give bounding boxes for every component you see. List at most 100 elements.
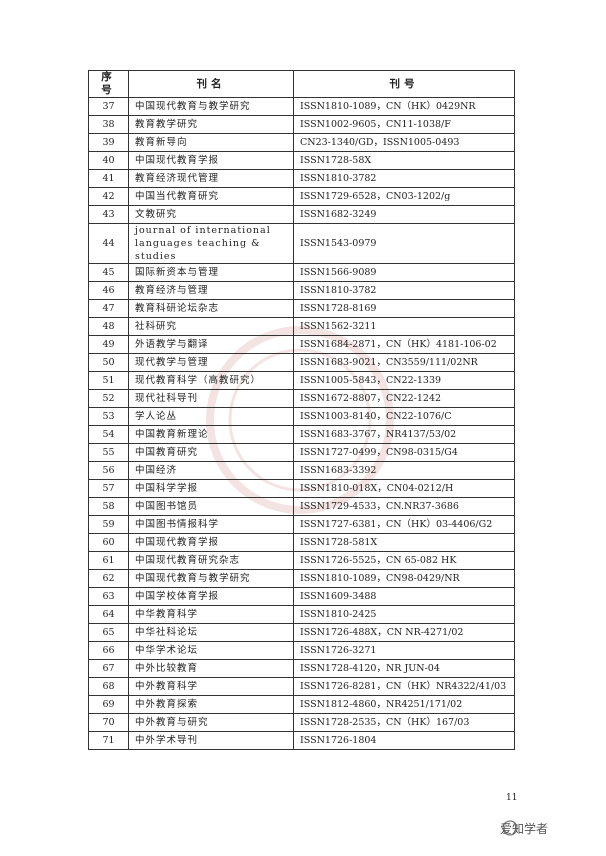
issn-cell: ISSN1005-5843，CN22-1339 bbox=[293, 371, 515, 390]
table-row: 65 中华社科论坛 ISSN1726-488X，CN NR-4271/02 bbox=[88, 623, 515, 642]
table-row: 43 文教研究 ISSN1682-3249 bbox=[88, 205, 515, 224]
header-cell: 刊号 bbox=[293, 70, 515, 98]
issn-cell: ISSN1812-4860，NR4251/171/02 bbox=[293, 695, 515, 714]
num-cell: 50 bbox=[88, 353, 129, 372]
name-cell: journal of international languages teach… bbox=[128, 223, 294, 264]
issn-cell: ISSN1810-3782 bbox=[293, 169, 515, 188]
num-cell: 39 bbox=[88, 133, 129, 152]
issn-cell: ISSN1672-8807，CN22-1242 bbox=[293, 389, 515, 408]
num-cell: 44 bbox=[88, 223, 129, 264]
num-cell: 59 bbox=[88, 515, 129, 534]
table-row: 38 教育教学研究 ISSN1002-9605，CN11-1038/F bbox=[88, 115, 515, 134]
issn-cell: ISSN1683-3767，NR4137/53/02 bbox=[293, 425, 515, 444]
name-cell: 中国教育新理论 bbox=[128, 425, 294, 444]
name-cell: 文教研究 bbox=[128, 205, 294, 224]
table-row: 41 教育经济现代管理 ISSN1810-3782 bbox=[88, 169, 515, 188]
name-cell: 中外学术导刊 bbox=[128, 731, 294, 750]
table-row: 51 现代教育科学（高教研究） ISSN1005-5843，CN22-1339 bbox=[88, 371, 515, 390]
table-row: 48 社科研究 ISSN1562-3211 bbox=[88, 317, 515, 336]
num-cell: 58 bbox=[88, 497, 129, 516]
name-cell: 中华教育科学 bbox=[128, 605, 294, 624]
table-row: 63 中国学校体育学报 ISSN1609-3488 bbox=[88, 587, 515, 606]
table-row: 58 中国图书馆员 ISSN1729-4533，CN.NR37-3686 bbox=[88, 497, 515, 516]
header-cell: 刊名 bbox=[128, 70, 294, 98]
name-cell: 中国现代教育与教学研究 bbox=[128, 569, 294, 588]
num-cell: 37 bbox=[88, 97, 129, 116]
num-cell: 56 bbox=[88, 461, 129, 480]
issn-cell: CN23-1340/GD，ISSN1005-0493 bbox=[293, 133, 515, 152]
table-row: 44 journal of international languages tea… bbox=[88, 223, 515, 264]
num-cell: 48 bbox=[88, 317, 129, 336]
name-cell: 现代教学与管理 bbox=[128, 353, 294, 372]
table-row: 47 教育科研论坛杂志 ISSN1728-8169 bbox=[88, 299, 515, 318]
issn-cell: ISSN1728-8169 bbox=[293, 299, 515, 318]
num-cell: 42 bbox=[88, 187, 129, 206]
num-cell: 67 bbox=[88, 659, 129, 678]
issn-cell: ISSN1728-581X bbox=[293, 533, 515, 552]
name-cell: 现代教育科学（高教研究） bbox=[128, 371, 294, 390]
num-cell: 61 bbox=[88, 551, 129, 570]
issn-cell: ISSN1683-3392 bbox=[293, 461, 515, 480]
name-cell: 中国现代教育学报 bbox=[128, 151, 294, 170]
num-cell: 53 bbox=[88, 407, 129, 426]
table-row: 59 中国图书情报科学 ISSN1727-6381，CN（HK）03-4406/G2 bbox=[88, 515, 515, 534]
table-row: 62 中国现代教育与教学研究 ISSN1810-1089，CN98-0429/NR bbox=[88, 569, 515, 588]
table-row: 54 中国教育新理论 ISSN1683-3767，NR4137/53/02 bbox=[88, 425, 515, 444]
issn-cell: ISSN1683-9021，CN3559/111/02NR bbox=[293, 353, 515, 372]
table-row: 64 中华教育科学 ISSN1810-2425 bbox=[88, 605, 515, 624]
name-cell: 中国图书馆员 bbox=[128, 497, 294, 516]
num-cell: 55 bbox=[88, 443, 129, 462]
name-cell: 国际新资本与管理 bbox=[128, 263, 294, 282]
table-row: 66 中华学术论坛 ISSN1726-3271 bbox=[88, 641, 515, 660]
name-cell: 中国当代教育研究 bbox=[128, 187, 294, 206]
num-cell: 57 bbox=[88, 479, 129, 498]
name-cell: 中国图书情报科学 bbox=[128, 515, 294, 534]
table-row: 37 中国现代教育与教学研究 ISSN1810-1089，CN（HK）0429NR bbox=[88, 97, 515, 116]
num-cell: 52 bbox=[88, 389, 129, 408]
table-row: 49 外语教学与翻译 ISSN1684-2871，CN（HK）4181-106-02 bbox=[88, 335, 515, 354]
name-cell: 中国科学学报 bbox=[128, 479, 294, 498]
table-row: 56 中国经济 ISSN1683-3392 bbox=[88, 461, 515, 480]
num-cell: 43 bbox=[88, 205, 129, 224]
num-cell: 40 bbox=[88, 151, 129, 170]
table-row: 46 教育经济与管理 ISSN1810-3782 bbox=[88, 281, 515, 300]
name-cell: 中外教育科学 bbox=[128, 677, 294, 696]
table-row: 69 中外教育探索 ISSN1812-4860，NR4251/171/02 bbox=[88, 695, 515, 714]
num-cell: 45 bbox=[88, 263, 129, 282]
table-row: 39 教育新导向 CN23-1340/GD，ISSN1005-0493 bbox=[88, 133, 515, 152]
num-cell: 66 bbox=[88, 641, 129, 660]
table-row: 42 中国当代教育研究 ISSN1729-6528，CN03-1202/g bbox=[88, 187, 515, 206]
table-row: 52 现代社科导刊 ISSN1672-8807，CN22-1242 bbox=[88, 389, 515, 408]
issn-cell: ISSN1728-58X bbox=[293, 151, 515, 170]
issn-cell: ISSN1726-1804 bbox=[293, 731, 515, 750]
num-cell: 51 bbox=[88, 371, 129, 390]
name-cell: 中外教育探索 bbox=[128, 695, 294, 714]
issn-cell: ISSN1727-6381，CN（HK）03-4406/G2 bbox=[293, 515, 515, 534]
num-cell: 68 bbox=[88, 677, 129, 696]
num-cell: 63 bbox=[88, 587, 129, 606]
name-cell: 中国学校体育学报 bbox=[128, 587, 294, 606]
table-row: 55 中国教育研究 ISSN1727-0499，CN98-0315/G4 bbox=[88, 443, 515, 462]
num-cell: 49 bbox=[88, 335, 129, 354]
page-number: 11 bbox=[506, 793, 518, 803]
issn-cell: ISSN1003-8140，CN22-1076/C bbox=[293, 407, 515, 426]
name-cell: 学人论丛 bbox=[128, 407, 294, 426]
issn-cell: ISSN1728-4120，NR JUN-04 bbox=[293, 659, 515, 678]
issn-cell: ISSN1726-5525，CN 65-082 HK bbox=[293, 551, 515, 570]
name-cell: 教育经济现代管理 bbox=[128, 169, 294, 188]
issn-cell: ISSN1726-8281，CN（HK）NR4322/41/03 bbox=[293, 677, 515, 696]
name-cell: 中华社科论坛 bbox=[128, 623, 294, 642]
journal-table: 序号 刊名 刊号 37 中国现代教育与教学研究 ISSN1810-1089，CN（H… bbox=[88, 70, 515, 750]
table-row: 71 中外学术导刊 ISSN1726-1804 bbox=[88, 731, 515, 750]
issn-cell: ISSN1726-3271 bbox=[293, 641, 515, 660]
issn-cell: ISSN1684-2871，CN（HK）4181-106-02 bbox=[293, 335, 515, 354]
name-cell: 教育经济与管理 bbox=[128, 281, 294, 300]
issn-cell: ISSN1810-1089，CN（HK）0429NR bbox=[293, 97, 515, 116]
name-cell: 外语教学与翻译 bbox=[128, 335, 294, 354]
table-row: 60 中国现代教育学报 ISSN1728-581X bbox=[88, 533, 515, 552]
name-cell: 中外比较教育 bbox=[128, 659, 294, 678]
name-cell: 现代社科导刊 bbox=[128, 389, 294, 408]
num-cell: 41 bbox=[88, 169, 129, 188]
table-row: 61 中国现代教育研究杂志 ISSN1726-5525，CN 65-082 HK bbox=[88, 551, 515, 570]
num-cell: 65 bbox=[88, 623, 129, 642]
